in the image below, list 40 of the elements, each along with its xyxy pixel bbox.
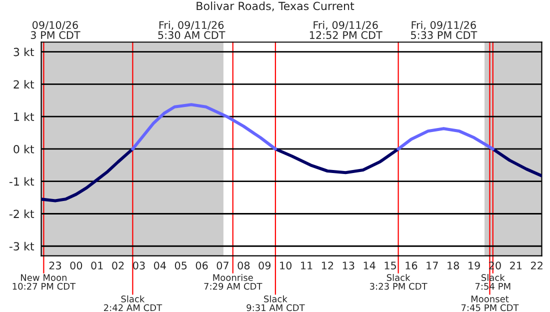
x-tick-label: 22: [531, 262, 542, 270]
x-tick-label: 05: [174, 262, 187, 270]
x-tick-label: 13: [342, 262, 354, 270]
x-tick-label: 11: [301, 262, 312, 270]
x-tick-label: 00: [70, 262, 82, 270]
x-tick-label: 14: [364, 262, 376, 270]
x-tick-label: 02: [112, 262, 124, 270]
x-tick-label: 15: [384, 262, 396, 270]
y-tick-label: 2 kt: [14, 80, 34, 88]
ref-line-label: New Moon 10:27 PM CDT: [12, 274, 76, 290]
ref-line-label: Moonset 7:45 PM CDT: [461, 296, 519, 312]
x-tick-label: 10: [280, 262, 292, 270]
x-tick-label: 01: [91, 262, 103, 270]
text: 09/10/26 3 PM CDT: [30, 21, 80, 40]
x-tick-label: 16: [406, 262, 418, 270]
x-tick-label: 12: [322, 262, 334, 270]
x-tick-label: 09: [258, 262, 271, 270]
x-tick-label: 04: [154, 262, 166, 270]
ref-line-label: Slack 9:31 AM CDT: [246, 295, 305, 312]
text: Fri, 09/11/26 5:33 PM CDT: [411, 20, 478, 40]
ref-line-label: Slack 2:42 AM CDT: [104, 295, 162, 312]
x-tick-label: 18: [448, 262, 460, 270]
y-tick-label: 1 kt: [14, 112, 34, 121]
chart-title: Bolivar Roads, Texas Current: [196, 2, 354, 12]
y-tick-label: 0 kt: [14, 144, 34, 154]
ref-line-label: Moonrise 7:29 AM CDT: [204, 274, 262, 290]
x-tick-label: 07: [216, 262, 228, 270]
ref-line-label: Slack 3:23 PM CDT: [370, 274, 428, 290]
x-tick-label: 21: [510, 262, 522, 270]
text: Fri, 09/11/26 5:30 AM CDT: [158, 20, 226, 40]
y-tick-label: -3 kt: [9, 242, 34, 251]
x-tick-label: 17: [426, 262, 438, 270]
y-tick-label: -1 kt: [9, 177, 34, 186]
x-tick-label: 23: [49, 262, 62, 270]
x-tick-label: 06: [196, 262, 208, 270]
text: Fri, 09/11/26 12:52 PM CDT: [310, 20, 382, 40]
y-tick-label: 3 kt: [14, 48, 34, 56]
x-tick-label: 19: [468, 262, 480, 270]
x-tick-label: 08: [238, 262, 250, 270]
y-tick-label: -2 kt: [9, 210, 34, 218]
